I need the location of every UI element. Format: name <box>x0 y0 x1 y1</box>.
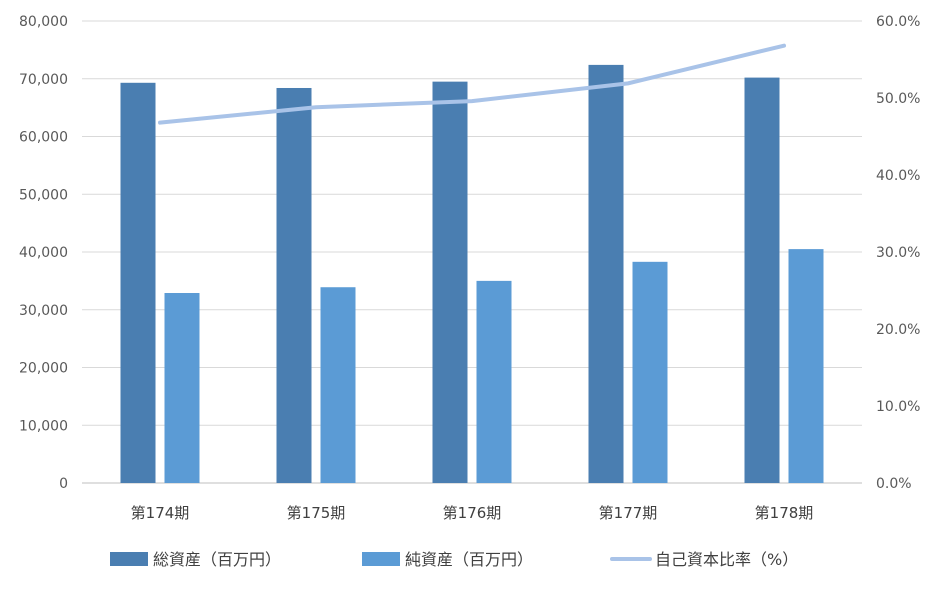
bar-total-assets <box>432 81 468 483</box>
bar-net-assets <box>788 249 824 483</box>
bar-net-assets <box>476 280 512 483</box>
bar-total-assets <box>276 87 312 484</box>
legend-swatch <box>362 552 400 566</box>
bar-net-assets <box>632 261 668 483</box>
lines <box>158 43 786 125</box>
gridlines <box>82 20 862 484</box>
x-axis: 第174期 第175期 第176期 第177期 第178期 <box>131 504 814 522</box>
legend-label: 総資産（百万円） <box>153 550 281 569</box>
legend-label: 自己資本比率（%） <box>655 550 798 569</box>
y-left-tick-label: 70,000 <box>19 72 68 88</box>
y-right-tick-label: 40.0% <box>876 168 920 184</box>
x-tick-label: 第177期 <box>599 504 658 522</box>
x-tick-label: 第176期 <box>443 504 502 522</box>
y-right-tick-label: 30.0% <box>876 245 920 261</box>
y-right-tick-label: 60.0% <box>876 14 920 30</box>
y-left-tick-label: 20,000 <box>19 361 68 377</box>
y-right-tick-label: 0.0% <box>876 476 912 492</box>
bar-total-assets <box>588 64 624 483</box>
bars <box>120 64 824 484</box>
y-right-tick-label: 50.0% <box>876 91 920 107</box>
y-right-tick-label: 20.0% <box>876 322 920 338</box>
y-left-tick-label: 40,000 <box>19 245 68 261</box>
bar-total-assets <box>744 77 780 483</box>
bar-net-assets <box>164 293 200 483</box>
y-left-tick-label: 0 <box>59 476 68 492</box>
line-equity-ratio <box>158 43 786 125</box>
x-tick-label: 第178期 <box>755 504 814 522</box>
y-left-tick-label: 80,000 <box>19 14 68 30</box>
legend-label: 純資産（百万円） <box>405 550 533 569</box>
legend-swatch <box>110 552 148 566</box>
y-left-tick-label: 30,000 <box>19 303 68 319</box>
bar-total-assets <box>120 82 156 483</box>
legend: 総資産（百万円） 純資産（百万円） 自己資本比率（%） <box>110 550 798 569</box>
y-left-tick-label: 60,000 <box>19 130 68 146</box>
y-axis-right: 0.0% 10.0% 20.0% 30.0% 40.0% 50.0% 60.0% <box>876 14 920 492</box>
x-tick-label: 第175期 <box>287 504 346 522</box>
bar-net-assets <box>320 287 356 483</box>
y-left-tick-label: 10,000 <box>19 418 68 434</box>
y-left-tick-label: 50,000 <box>19 187 68 203</box>
y-right-tick-label: 10.0% <box>876 399 920 415</box>
y-axis-left: 0 10,000 20,000 30,000 40,000 50,000 60,000 70,… <box>19 14 68 492</box>
x-tick-label: 第174期 <box>131 504 190 522</box>
